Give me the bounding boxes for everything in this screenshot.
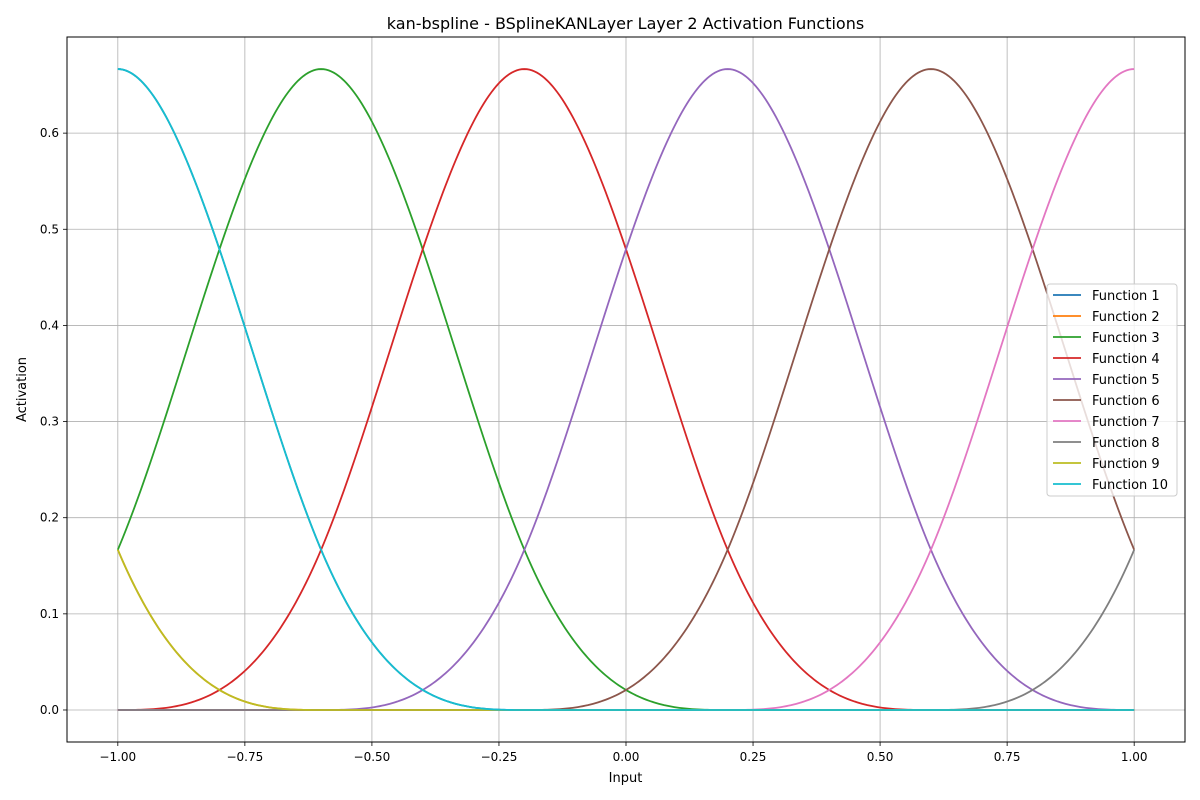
legend-label: Function 9	[1092, 457, 1160, 472]
x-tick-label: 0.25	[740, 750, 767, 764]
y-tick-label: 0.1	[40, 607, 59, 621]
series-layer	[116, 68, 1136, 711]
x-tick-label: −0.75	[226, 750, 263, 764]
legend: Function 1 Function 2 Function 3 Function 4…	[1046, 283, 1178, 497]
legend-label: Function 2	[1092, 310, 1160, 325]
y-axis: 0.0 0.1 0.2 0.3 0.4 0.5 0.6	[40, 126, 67, 717]
x-tick-label: −1.00	[99, 750, 136, 764]
x-tick-label: −0.50	[354, 750, 391, 764]
y-tick-label: 0.0	[40, 703, 59, 717]
x-tick-label: 1.00	[1121, 750, 1148, 764]
y-axis-title: Activation	[15, 357, 30, 422]
y-tick-label: 0.5	[40, 222, 59, 236]
x-axis-title: Input	[609, 771, 643, 786]
x-tick-label: 0.50	[867, 750, 894, 764]
x-axis: −1.00 −0.75 −0.50 −0.25 0.00 0.25 0.50 0.75 1.00	[99, 742, 1148, 764]
x-tick-label: 0.75	[994, 750, 1021, 764]
y-tick-label: 0.3	[40, 415, 59, 429]
legend-label: Function 5	[1092, 373, 1160, 388]
y-tick-label: 0.6	[40, 126, 59, 140]
y-tick-label: 0.2	[40, 511, 59, 525]
grid	[67, 37, 1185, 742]
legend-label: Function 1	[1092, 289, 1160, 304]
legend-label: Function 6	[1092, 394, 1160, 409]
x-tick-label: 0.00	[613, 750, 640, 764]
legend-label: Function 10	[1092, 478, 1168, 493]
chart-title: kan-bspline - BSplineKANLayer Layer 2 Ac…	[387, 14, 864, 33]
legend-label: Function 3	[1092, 331, 1160, 346]
legend-label: Function 7	[1092, 415, 1160, 430]
legend-label: Function 8	[1092, 436, 1160, 451]
x-tick-label: −0.25	[481, 750, 518, 764]
series-line-10	[117, 68, 1135, 711]
legend-label: Function 4	[1092, 352, 1160, 367]
y-tick-label: 0.4	[40, 318, 59, 332]
